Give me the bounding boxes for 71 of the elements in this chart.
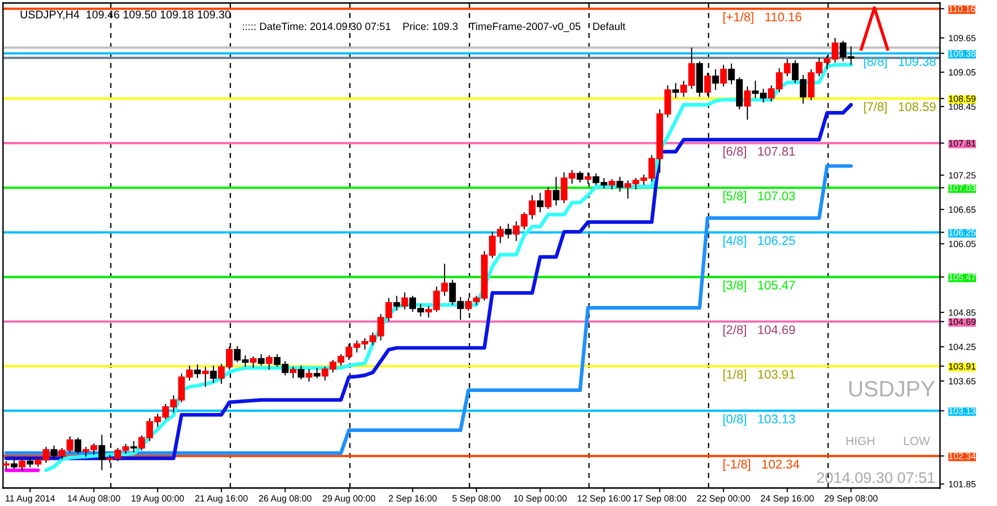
candlestick: [536, 192, 544, 213]
y-tick-label: 108.45: [949, 103, 976, 110]
ref-line-label: [7/8] 108.59: [864, 102, 936, 114]
candlestick: [130, 440, 138, 454]
ref-line-label: [5/8] 107.03: [723, 191, 795, 203]
y-tick-label: 107.25: [949, 172, 976, 179]
y-tick-label: 106.65: [949, 206, 976, 213]
annotation: 2014.09.30 07:51: [817, 472, 935, 484]
candlestick: [672, 82, 680, 98]
candlestick: [50, 445, 58, 459]
y-tick-label: 106.25: [949, 229, 976, 236]
y-tick-label: 106.05: [949, 240, 976, 248]
y-tick-label: 103.91: [949, 363, 976, 370]
candlestick: [258, 354, 265, 366]
ref-line-label: [+1/8] 110.16: [723, 12, 802, 24]
candlestick: [26, 456, 34, 468]
annotation: USDJPY,H4 109.46 109.50 109.18 109.30: [20, 10, 230, 20]
ref-line-label: [1/8] 103.91: [723, 370, 795, 382]
y-tick-label: 104.85: [949, 309, 976, 316]
x-tick-label: 5 Sep 08:00: [452, 495, 500, 504]
y-tick-label: 109.65: [949, 34, 976, 42]
ref-line-label: [8/8] 109.38: [864, 56, 936, 68]
annotation: ::::: DateTime: 2014.09.30 07:51 Price: 109.3 TimeFrame-2007-v0_05 Default: [242, 22, 626, 32]
candlestick: [576, 170, 584, 184]
x-tick-label: 29 Aug 00:00: [322, 495, 376, 504]
ref-line-label: [6/8] 107.81: [723, 146, 795, 158]
candlestick: [314, 367, 320, 379]
y-tick-label: 107.03: [949, 184, 976, 192]
y-tick-label: 102.34: [949, 452, 976, 460]
y-tick-label: 108.59: [949, 95, 976, 102]
candlestick: [74, 437, 82, 454]
candlestick: [712, 68, 719, 90]
x-tick-label: 24 Sep 16:00: [760, 495, 814, 504]
x-tick-label: 12 Sep 16:00: [578, 495, 630, 504]
candlestick: [194, 364, 201, 379]
candlestick: [393, 295, 400, 312]
ref-line-label: [-1/8] 102.34: [723, 459, 800, 472]
candlestick: [616, 176, 624, 192]
y-tick-label: 105.47: [949, 274, 976, 280]
x-tick-label: 29 Sep 08:00: [824, 495, 878, 504]
y-tick-label: 107.81: [949, 140, 976, 146]
x-tick-label: 10 Sep 00:00: [514, 495, 567, 504]
y-tick-label: 104.25: [949, 344, 976, 350]
x-tick-label: 14 Aug 08:00: [68, 495, 120, 504]
candlestick: [298, 365, 304, 380]
y-tick-label: 101.85: [949, 480, 976, 488]
x-tick-label: 26 Aug 08:00: [258, 495, 312, 504]
annotation: HIGH: [846, 436, 874, 446]
x-tick-label: 22 Sep 00:00: [697, 495, 750, 504]
ref-line-label: [0/8] 103.13: [723, 414, 795, 426]
y-tick-label: 110.16: [949, 6, 975, 12]
text: LOW: [904, 436, 930, 446]
x-tick-label: 11 Aug 2014: [6, 495, 55, 504]
candlestick: [552, 176, 560, 206]
ref-line-label: [2/8] 104.69: [723, 325, 795, 337]
y-tick-label: 103.13: [949, 408, 976, 414]
y-tick-label: 109.05: [949, 69, 976, 76]
y-tick-label: 104.69: [949, 318, 976, 325]
y-tick-label: 109.38: [949, 50, 976, 57]
y-tick-label: 103.65: [949, 378, 976, 384]
annotation: USDJPY: [849, 380, 935, 397]
candlestick: [210, 365, 217, 384]
ref-line-label: [4/8] 106.25: [723, 236, 795, 248]
x-tick-label: 17 Sep 08:00: [634, 495, 686, 504]
candlestick: [10, 458, 18, 470]
candlestick: [504, 223, 512, 240]
x-tick-label: 19 Aug 00:00: [132, 495, 184, 504]
candlestick: [98, 434, 106, 471]
x-tick-label: 21 Aug 16:00: [195, 495, 248, 504]
ref-line-label: [3/8] 105.47: [723, 280, 795, 292]
x-tick-label: 2 Sep 16:00: [388, 495, 437, 504]
